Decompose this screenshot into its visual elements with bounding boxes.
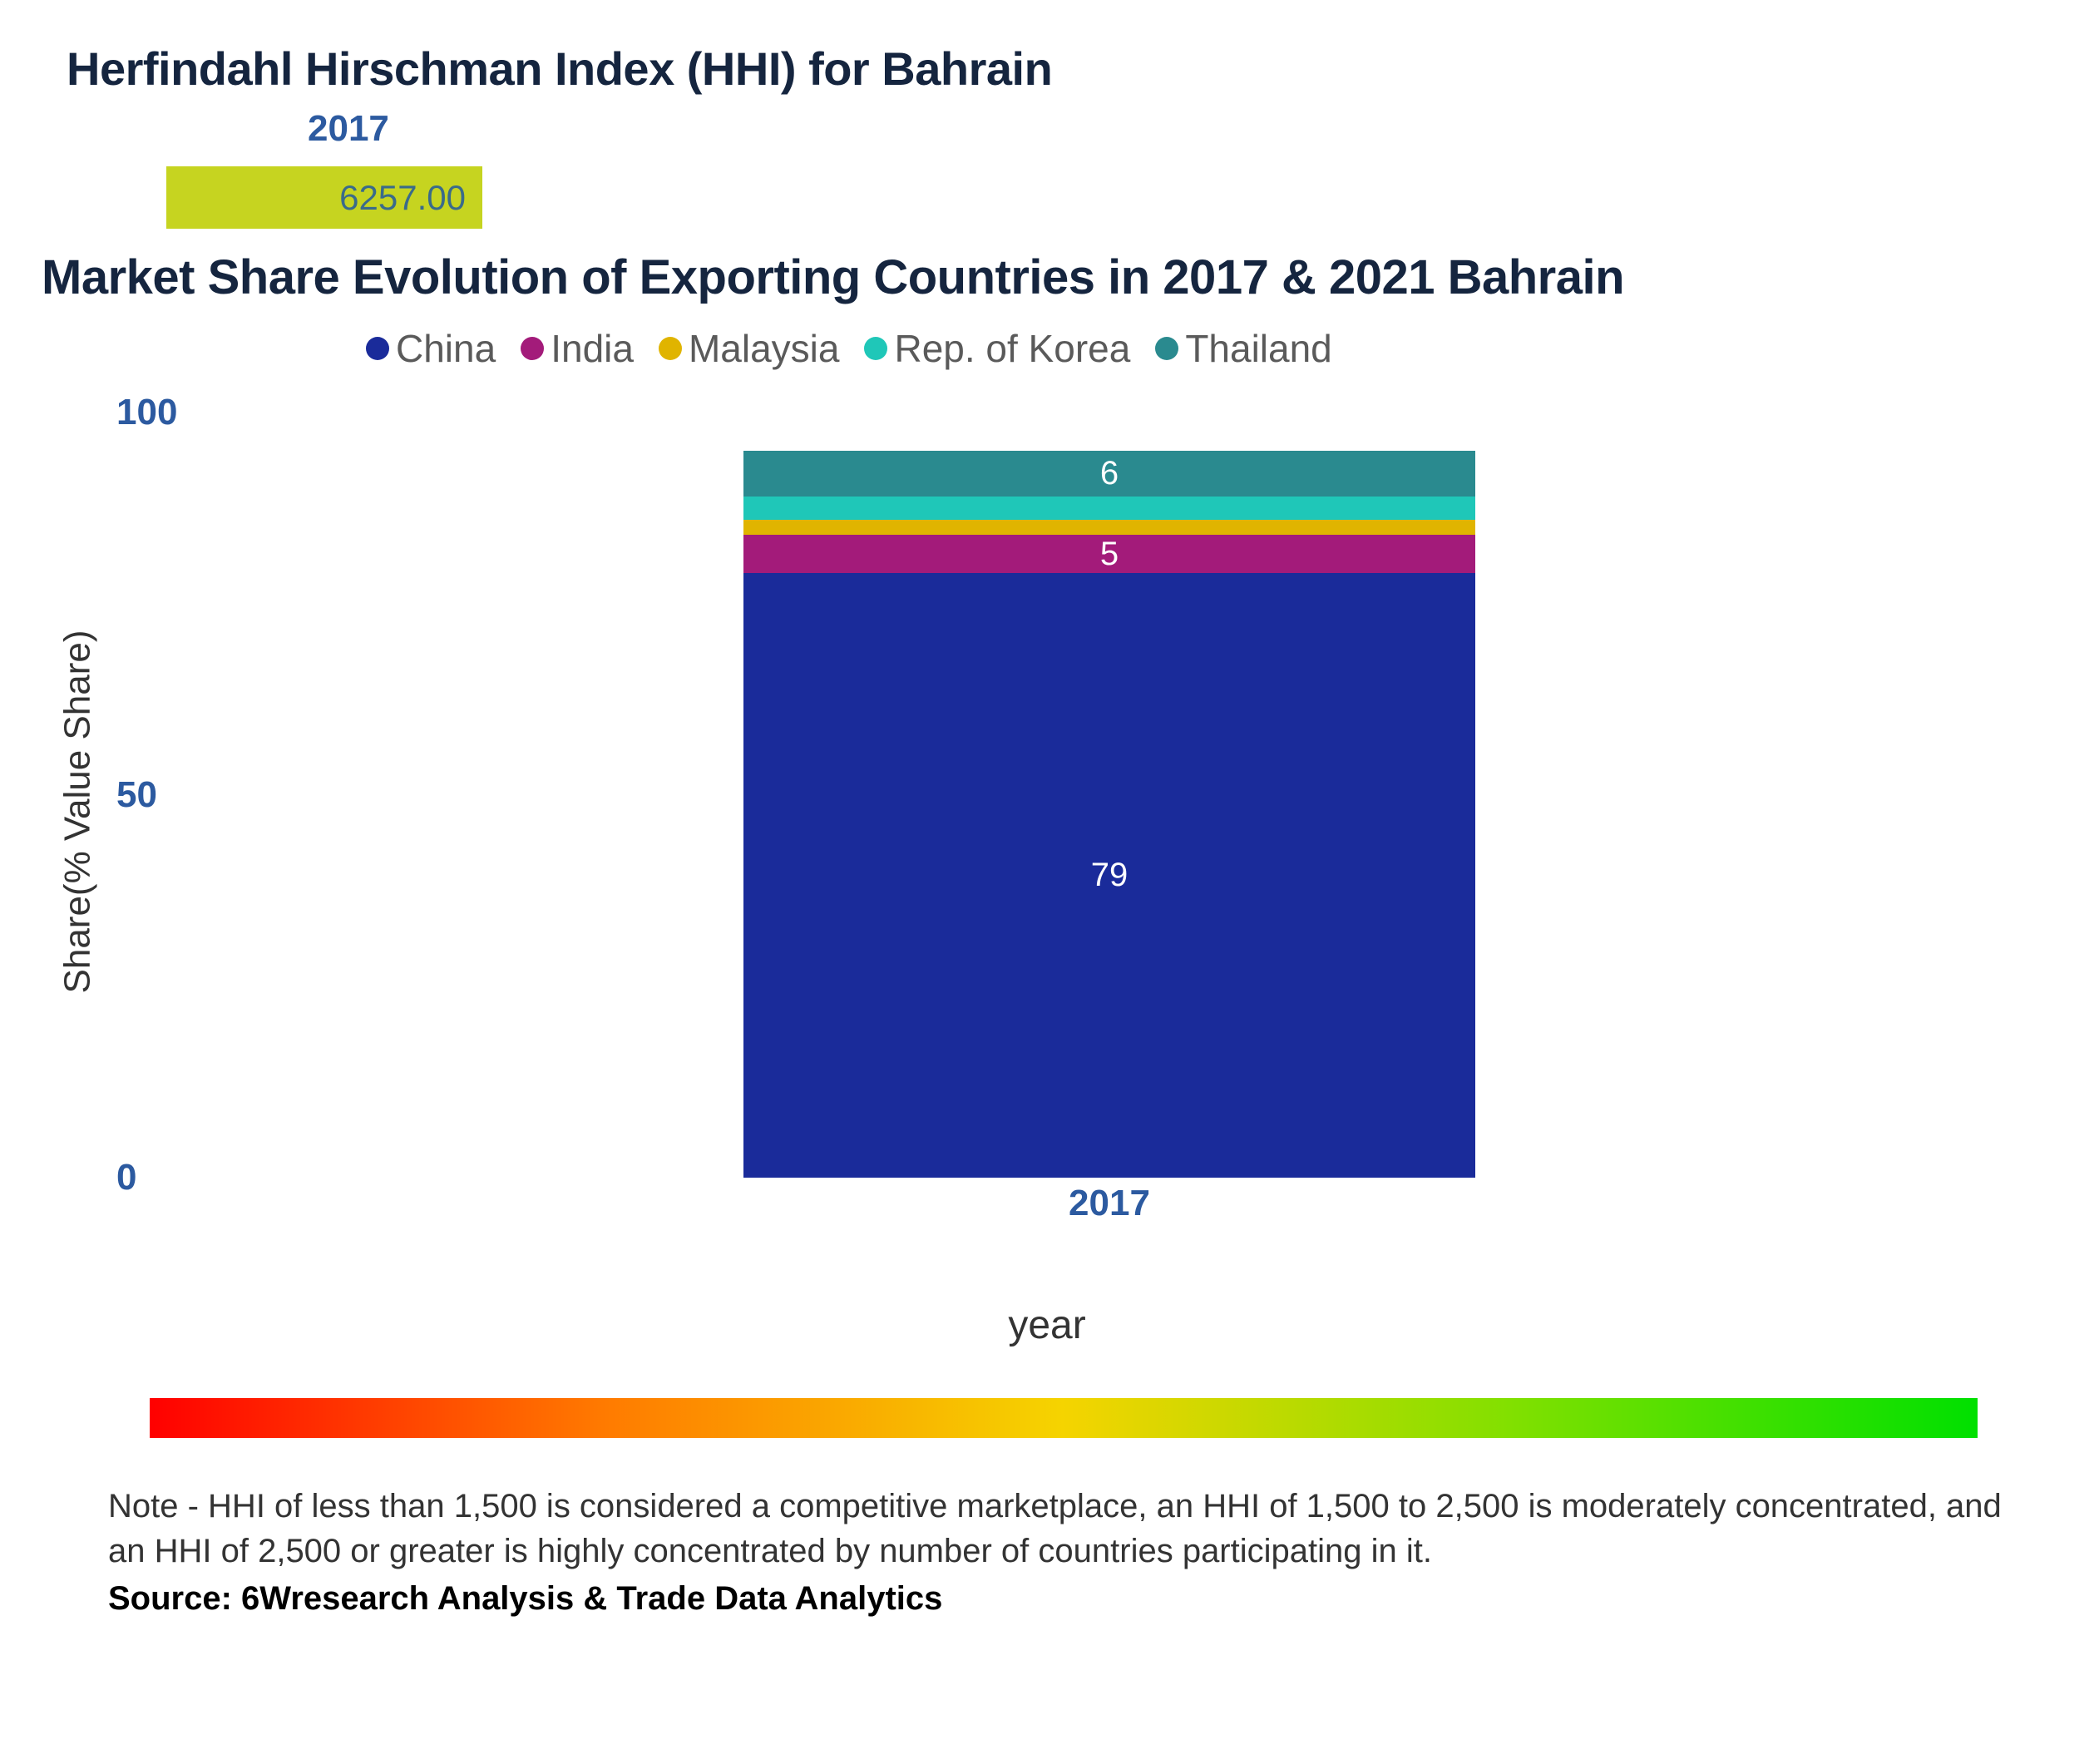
legend-label: Rep. of Korea <box>894 326 1130 371</box>
bar-segment <box>743 520 1475 535</box>
hhi-note-text: Note - HHI of less than 1,500 is conside… <box>108 1484 2003 1574</box>
market-share-title: Market Share Evolution of Exporting Coun… <box>42 250 2052 305</box>
legend-item: Thailand <box>1155 326 1331 371</box>
bar-segment <box>743 497 1475 520</box>
y-tick-label: 50 <box>116 774 157 816</box>
plot-area: 7956 2017 <box>216 413 2003 1178</box>
legend-item: Malaysia <box>659 326 840 371</box>
bar-stack-2017: 795 6 <box>743 451 1475 1178</box>
hhi-value-text: 6257.00 <box>339 178 466 218</box>
legend-item: India <box>521 326 634 371</box>
bar-segment: 6 <box>743 451 1475 497</box>
legend-dot-icon <box>366 337 389 360</box>
legend-dot-icon <box>864 337 887 360</box>
legend-label: Thailand <box>1185 326 1331 371</box>
y-tick-label: 0 <box>116 1157 136 1198</box>
hhi-title: Herfindahl Hirschman Index (HHI) for Bah… <box>67 42 2052 96</box>
legend-item: China <box>366 326 496 371</box>
x-axis-label: year <box>42 1302 2052 1348</box>
chart-legend: China India Malaysia Rep. of Korea Thailand <box>366 326 2052 371</box>
legend-dot-icon <box>1155 337 1178 360</box>
legend-label: India <box>551 326 634 371</box>
legend-dot-icon <box>521 337 544 360</box>
source-attribution: Source: 6Wresearch Analysis & Trade Data… <box>108 1580 2052 1618</box>
stacked-bar-chart: Share(% Value Share) 050100 7956 2017 <box>42 396 2052 1228</box>
bar-segment: 5 <box>743 535 1475 573</box>
legend-item: Rep. of Korea <box>864 326 1130 371</box>
concentration-gradient-bar <box>150 1398 1978 1438</box>
hhi-value-bar: 6257.00 <box>166 166 482 229</box>
hhi-year-label: 2017 <box>308 108 2052 150</box>
y-tick-label: 100 <box>116 392 177 433</box>
legend-label: Malaysia <box>689 326 840 371</box>
hhi-bar-container: 6257.00 <box>166 166 2052 229</box>
bar-segment: 79 <box>743 573 1475 1178</box>
legend-label: China <box>396 326 496 371</box>
legend-dot-icon <box>659 337 682 360</box>
y-axis-label: Share(% Value Share) <box>57 630 99 994</box>
x-category-label: 2017 <box>1069 1183 1150 1224</box>
